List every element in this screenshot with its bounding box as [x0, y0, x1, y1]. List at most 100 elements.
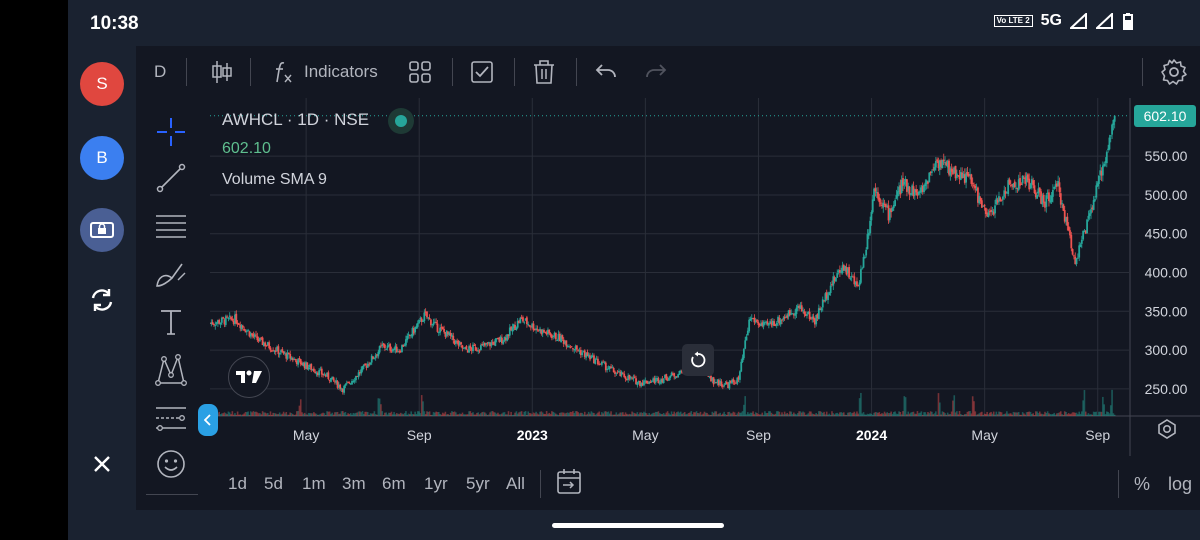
volume-bar: [873, 412, 875, 416]
volume-indicator-legend[interactable]: Volume SMA 9: [222, 171, 327, 188]
text-icon: [161, 310, 181, 335]
indicators-button[interactable]: Indicators: [272, 58, 378, 86]
tradingview-logo[interactable]: [228, 356, 270, 398]
y-tick-label: 500.00: [1145, 187, 1188, 203]
volume-bar: [857, 413, 860, 416]
s-avatar-button[interactable]: S: [80, 62, 124, 106]
candle-body: [896, 191, 899, 197]
range-5yr[interactable]: 5yr: [466, 474, 490, 493]
volume-bar: [623, 414, 626, 416]
market-status-indicator[interactable]: [388, 108, 414, 134]
volume-bar: [305, 414, 307, 416]
candle-body: [792, 314, 795, 316]
volume-bar: [1038, 411, 1041, 416]
range-all[interactable]: All: [506, 474, 525, 493]
range-1yr[interactable]: 1yr: [424, 474, 448, 493]
candle-body: [619, 371, 622, 376]
volume-bar: [854, 413, 857, 416]
prediction-tool[interactable]: [153, 400, 189, 436]
interval-selector[interactable]: D: [154, 58, 166, 86]
volume-bar: [1062, 414, 1065, 416]
candle-body: [216, 320, 219, 324]
range-1m[interactable]: 1m: [302, 474, 326, 493]
volume-bar: [1010, 413, 1012, 416]
goto-date-button[interactable]: [556, 468, 582, 501]
candle-body: [920, 187, 923, 193]
candle-body: [966, 171, 969, 176]
price-chart[interactable]: 550.00 500.00 450.00 400.00 350.00 300.00 250.…: [198, 98, 1200, 456]
emoji-tool[interactable]: [153, 446, 189, 482]
candle-body: [1091, 207, 1094, 210]
candle-body: [256, 336, 259, 341]
volume-bar: [999, 411, 1002, 416]
candle-body: [1029, 183, 1032, 188]
candle-body: [415, 325, 418, 329]
candle-body: [572, 348, 574, 350]
undo-button[interactable]: [594, 58, 618, 86]
reset-chart-button[interactable]: [682, 344, 714, 376]
settings-button[interactable]: [1160, 58, 1188, 86]
candle-body: [1095, 185, 1098, 198]
volume-bar: [729, 413, 732, 416]
delete-button[interactable]: [532, 58, 556, 86]
percent-scale-toggle[interactable]: %: [1134, 474, 1151, 494]
volume-bar: [366, 412, 369, 416]
collapse-toolbar-handle[interactable]: [198, 404, 218, 436]
volume-bar: [357, 411, 360, 416]
redo-button[interactable]: [644, 58, 668, 86]
volume-bar: [1071, 412, 1074, 416]
volume-bar: [962, 414, 965, 416]
templates-button[interactable]: [408, 58, 432, 86]
volume-bar: [679, 411, 682, 416]
chart-symbol-legend[interactable]: AWHCL · 1D · NSE: [222, 110, 370, 129]
candle-body: [836, 273, 839, 278]
candle-body: [537, 329, 540, 331]
pattern-tool[interactable]: [153, 352, 189, 388]
candle-body: [770, 322, 773, 326]
range-3m[interactable]: 3m: [342, 474, 366, 493]
candle-body: [491, 342, 494, 344]
close-button[interactable]: [80, 442, 124, 486]
b-avatar-button[interactable]: B: [80, 136, 124, 180]
candle-body: [493, 342, 495, 345]
checkbox-icon: [471, 61, 493, 83]
trendline-tool[interactable]: [153, 160, 189, 196]
candle-body: [416, 323, 419, 327]
network-label: 5G: [1040, 12, 1062, 29]
candle-body: [456, 341, 459, 343]
volume-bar: [624, 412, 627, 416]
candle-body: [536, 329, 539, 331]
candle-body: [746, 330, 749, 336]
volume-bar: [807, 413, 810, 416]
candle-body: [665, 374, 668, 380]
candle-body: [600, 361, 603, 365]
volume-bar: [556, 414, 558, 416]
volume-bar: [370, 413, 373, 416]
brush-tool[interactable]: [153, 256, 189, 292]
candle-body: [1049, 200, 1052, 203]
volume-bar: [660, 413, 662, 416]
volume-bar: [747, 412, 749, 416]
chart-canvas[interactable]: 550.00 500.00 450.00 400.00 350.00 300.00 250.…: [210, 98, 1200, 456]
range-5d[interactable]: 5d: [264, 474, 283, 493]
volume-bar: [750, 412, 753, 416]
axis-settings-button[interactable]: [1156, 418, 1178, 445]
screen-lock-button[interactable]: [80, 208, 124, 252]
volume-bar: [1098, 411, 1100, 416]
candle-body: [261, 337, 264, 346]
home-gesture-handle[interactable]: [552, 523, 724, 528]
range-1d[interactable]: 1d: [228, 474, 247, 493]
crosshair-tool[interactable]: [153, 114, 189, 150]
chart-type-button[interactable]: [210, 58, 234, 86]
candle-body: [1108, 137, 1111, 150]
range-6m[interactable]: 6m: [382, 474, 406, 493]
fib-tool[interactable]: [153, 208, 189, 244]
rotate-button[interactable]: [80, 278, 124, 322]
candle-body: [856, 281, 858, 287]
checkbox-button[interactable]: [470, 58, 494, 86]
candle-body: [975, 188, 978, 191]
log-scale-toggle[interactable]: log: [1168, 474, 1193, 494]
volume-bar: [641, 412, 644, 416]
battery-icon: [1123, 13, 1133, 30]
text-tool[interactable]: [153, 304, 189, 340]
